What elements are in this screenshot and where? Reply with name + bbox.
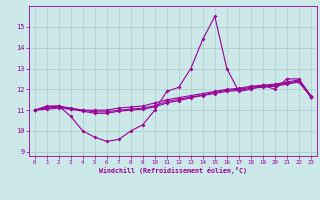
X-axis label: Windchill (Refroidissement éolien,°C): Windchill (Refroidissement éolien,°C) xyxy=(99,167,247,174)
